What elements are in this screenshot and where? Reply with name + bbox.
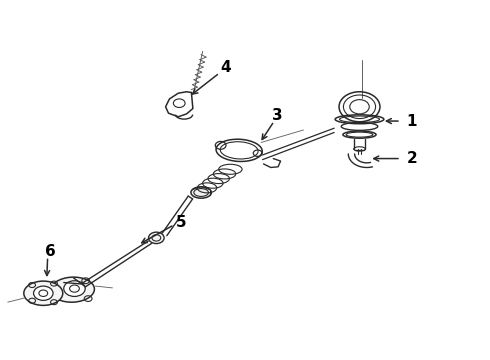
Text: 1: 1	[407, 113, 417, 129]
Circle shape	[33, 286, 53, 300]
Text: 3: 3	[272, 108, 282, 123]
Ellipse shape	[191, 187, 211, 198]
Circle shape	[64, 281, 85, 296]
Text: 4: 4	[220, 60, 231, 75]
Ellipse shape	[50, 277, 95, 302]
Ellipse shape	[24, 281, 63, 305]
Ellipse shape	[148, 232, 164, 244]
Text: 2: 2	[407, 151, 417, 166]
Text: 5: 5	[176, 215, 186, 230]
Text: 6: 6	[45, 244, 56, 259]
